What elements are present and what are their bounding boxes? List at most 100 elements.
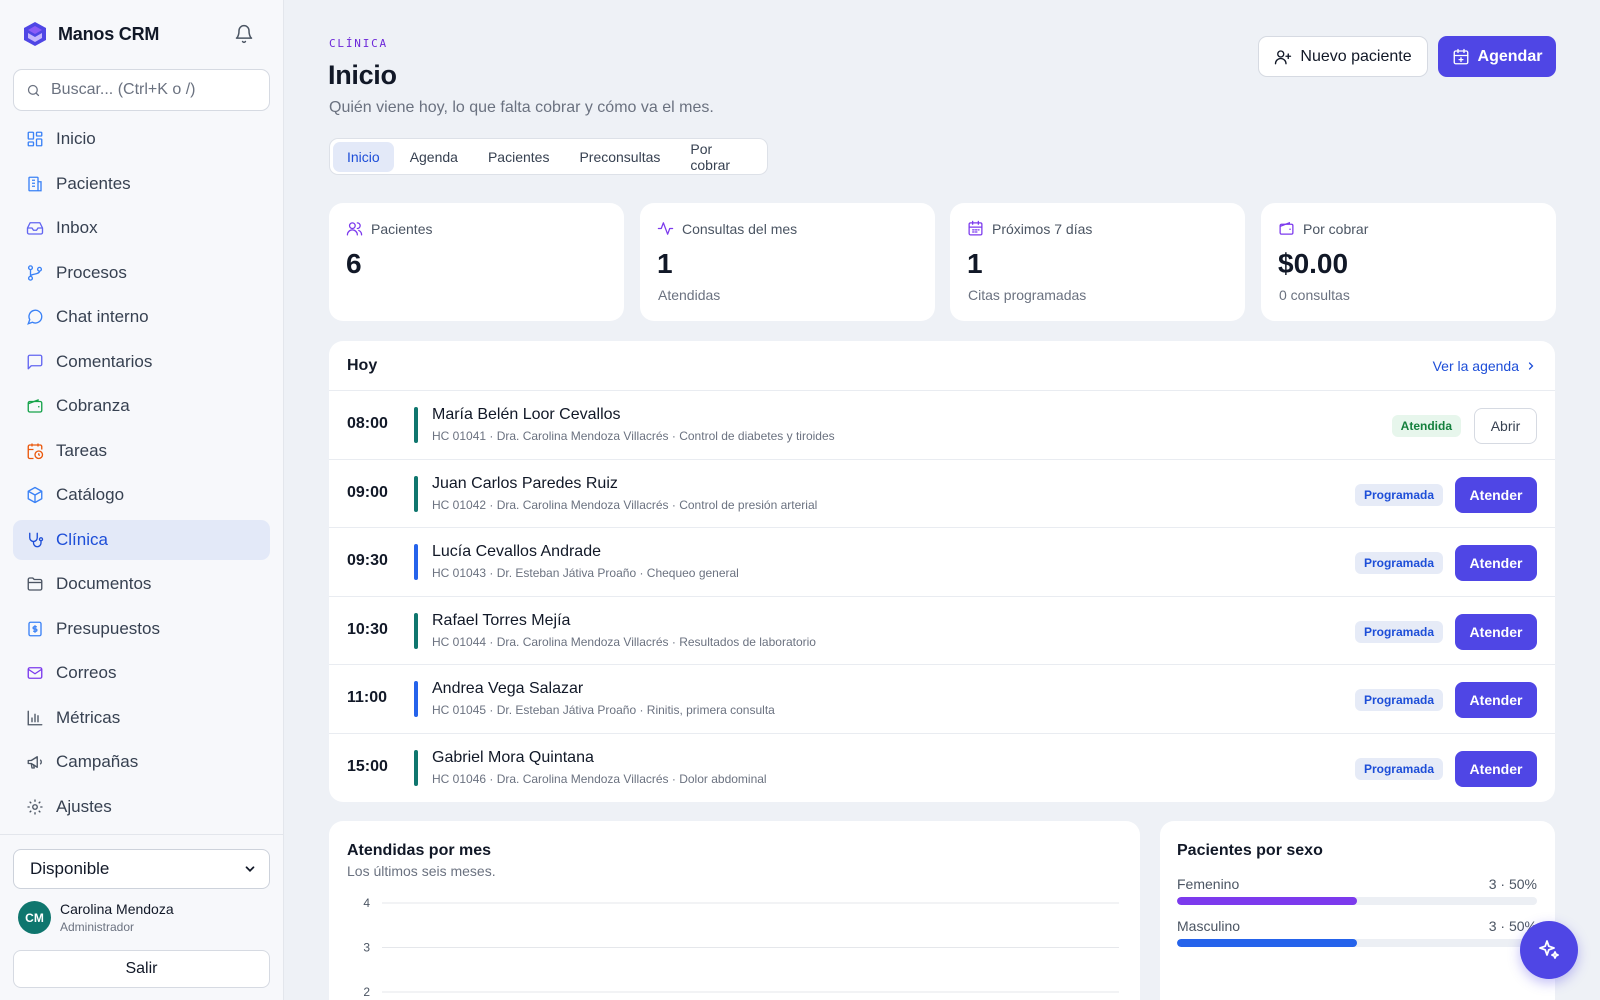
sidebar-item-label: Catálogo <box>56 485 125 504</box>
appointment-row[interactable]: 08:00 María Belén Loor Cevallos HC 01041 ·… <box>329 391 1555 460</box>
chart-y-tick-label: 3 <box>363 941 370 955</box>
search-input[interactable] <box>51 81 251 99</box>
appointment-row[interactable]: 15:00 Gabriel Mora Quintana HC 01046 · Dra… <box>329 734 1555 803</box>
status-badge: Atendida <box>1391 415 1461 437</box>
sidebar-item-catalogo[interactable]: Catálogo <box>13 475 270 515</box>
sidebar-item-comentarios[interactable]: Comentarios <box>13 342 270 382</box>
logout-button[interactable]: Salir <box>13 950 270 988</box>
appointment-meta: HC 01044 · Dra. Carolina Mendoza Villacr… <box>432 634 816 649</box>
sex-value: 3 · 50% <box>1488 876 1537 892</box>
today-card: Hoy Ver la agenda 08:00 María Belén Loor … <box>329 341 1555 802</box>
tab-pacientes[interactable]: Pacientes <box>487 148 550 165</box>
appointment-row[interactable]: 09:30 Lucía Cevallos Andrade HC 01043 · Dr… <box>329 528 1555 597</box>
sidebar-item-campanas[interactable]: Campañas <box>13 742 270 782</box>
user-role: Administrador <box>60 920 135 934</box>
ai-assistant-button[interactable] <box>1520 921 1578 979</box>
avatar: CM <box>18 901 51 934</box>
gear-icon <box>27 799 43 814</box>
patient-name[interactable]: Gabriel Mora Quintana <box>432 748 594 766</box>
appointment-color-bar <box>414 749 418 786</box>
bell-icon[interactable] <box>234 24 254 44</box>
brand-name: Manos CRM <box>58 23 160 44</box>
sidebar-item-label: Inicio <box>56 129 96 148</box>
view-agenda-label: Ver la agenda <box>1432 357 1519 374</box>
wallet-icon <box>27 399 43 413</box>
sidebar-item-clinica[interactable]: Clínica <box>13 519 270 560</box>
appointment-time: 10:30 <box>347 620 388 638</box>
sex-row: Masculino 3 · 50% <box>1177 918 1537 947</box>
sidebar-item-inicio[interactable]: Inicio <box>13 119 270 159</box>
calendar-clock-icon <box>27 443 44 459</box>
sidebar-item-label: Cobranza <box>56 396 130 415</box>
patient-name[interactable]: María Belén Loor Cevallos <box>432 406 621 423</box>
open-button[interactable]: Abrir <box>1474 408 1537 444</box>
view-agenda-link[interactable]: Ver la agenda <box>1433 358 1537 374</box>
page-eyebrow: CLÍNICA <box>329 37 388 50</box>
patient-name[interactable]: Lucía Cevallos Andrade <box>432 543 601 560</box>
sidebar-item-procesos[interactable]: Procesos <box>13 253 270 293</box>
appointment-time: 09:00 <box>347 483 388 501</box>
user-name: Carolina Mendoza <box>60 901 174 917</box>
attend-button[interactable]: Atender <box>1455 750 1537 787</box>
new-patient-button[interactable]: Nuevo paciente <box>1258 36 1428 77</box>
package-icon <box>27 486 43 504</box>
sidebar-item-metricas[interactable]: Métricas <box>13 698 270 738</box>
receipt-icon <box>28 621 42 636</box>
sex-progress-fill <box>1177 939 1357 947</box>
attend-button[interactable]: Atender <box>1455 613 1537 650</box>
stat-sub: 0 consultas <box>1279 287 1350 303</box>
appointment-row[interactable]: 09:00 Juan Carlos Paredes Ruiz HC 01042 · … <box>329 460 1555 528</box>
tab-por-cobrar[interactable]: Por cobrar <box>690 140 731 173</box>
schedule-button[interactable]: Agendar <box>1438 36 1556 77</box>
page-subtitle: Quién viene hoy, lo que falta cobrar y c… <box>329 99 714 116</box>
status-badge: Programada <box>1354 757 1443 780</box>
stat-value: $0.00 <box>1278 248 1349 279</box>
sidebar-item-inbox[interactable]: Inbox <box>13 208 270 248</box>
patient-name[interactable]: Juan Carlos Paredes Ruiz <box>432 474 618 492</box>
stat-value: 1 <box>657 248 673 279</box>
sidebar-footer: Disponible CM Carolina Mendoza Administr… <box>0 834 284 1000</box>
patient-name[interactable]: Rafael Torres Mejía <box>432 611 571 629</box>
brand-logo-icon <box>24 22 46 46</box>
brand[interactable]: Manos CRM <box>22 20 159 48</box>
sidebar-item-cobranza[interactable]: Cobranza <box>13 386 270 426</box>
sex-label: Femenino <box>1177 876 1240 892</box>
appointment-meta: HC 01042 · Dra. Carolina Mendoza Villacr… <box>432 497 818 512</box>
tab-inicio[interactable]: Inicio <box>333 141 394 172</box>
sex-label: Masculino <box>1177 918 1241 934</box>
status-badge: Programada <box>1354 552 1443 574</box>
search-box[interactable] <box>13 69 270 111</box>
tab-bar: Inicio Agenda Pacientes Preconsultas Por… <box>329 138 768 175</box>
attend-button[interactable]: Atender <box>1455 545 1537 581</box>
tab-preconsultas[interactable]: Preconsultas <box>579 148 661 165</box>
status-select[interactable]: Disponible <box>13 849 270 889</box>
tab-agenda[interactable]: Agenda <box>409 148 458 165</box>
building-icon <box>28 176 42 191</box>
patient-name[interactable]: Andrea Vega Salazar <box>432 680 584 697</box>
sidebar-item-label: Procesos <box>56 262 127 282</box>
user-profile[interactable]: CM Carolina Mendoza Administrador <box>18 901 174 934</box>
sidebar-item-documentos[interactable]: Documentos <box>13 564 270 604</box>
sidebar-item-label: Clínica <box>56 529 108 549</box>
attend-button[interactable]: Atender <box>1455 682 1537 718</box>
sidebar-item-ajustes[interactable]: Ajustes <box>13 787 270 827</box>
sidebar-item-pacientes[interactable]: Pacientes <box>13 164 270 204</box>
chevron-right-icon <box>1528 361 1534 370</box>
status-badge: Programada <box>1354 689 1443 711</box>
monthly-chart-card: Atendidas por mes Los últimos seis meses… <box>329 821 1140 1000</box>
sidebar-item-correos[interactable]: Correos <box>13 653 270 693</box>
appointment-row[interactable]: 11:00 Andrea Vega Salazar HC 01045 · Dr. E… <box>329 665 1555 734</box>
sex-value: 3 · 50% <box>1488 918 1537 934</box>
sidebar-item-chat-interno[interactable]: Chat interno <box>13 297 270 337</box>
appointment-row[interactable]: 10:30 Rafael Torres Mejía HC 01044 · Dra. … <box>329 597 1555 665</box>
sidebar-item-tareas[interactable]: Tareas <box>13 431 270 471</box>
appointment-time: 09:30 <box>347 552 388 569</box>
sidebar-item-label: Inbox <box>56 218 98 237</box>
appointment-time: 15:00 <box>347 757 388 775</box>
sex-row: Femenino 3 · 50% <box>1177 876 1537 905</box>
sidebar-item-label: Ajustes <box>56 796 112 816</box>
attend-button[interactable]: Atender <box>1455 476 1537 513</box>
stat-value: 6 <box>346 248 362 279</box>
sidebar-item-presupuestos[interactable]: Presupuestos <box>13 609 270 649</box>
chevron-down-icon <box>245 866 255 872</box>
